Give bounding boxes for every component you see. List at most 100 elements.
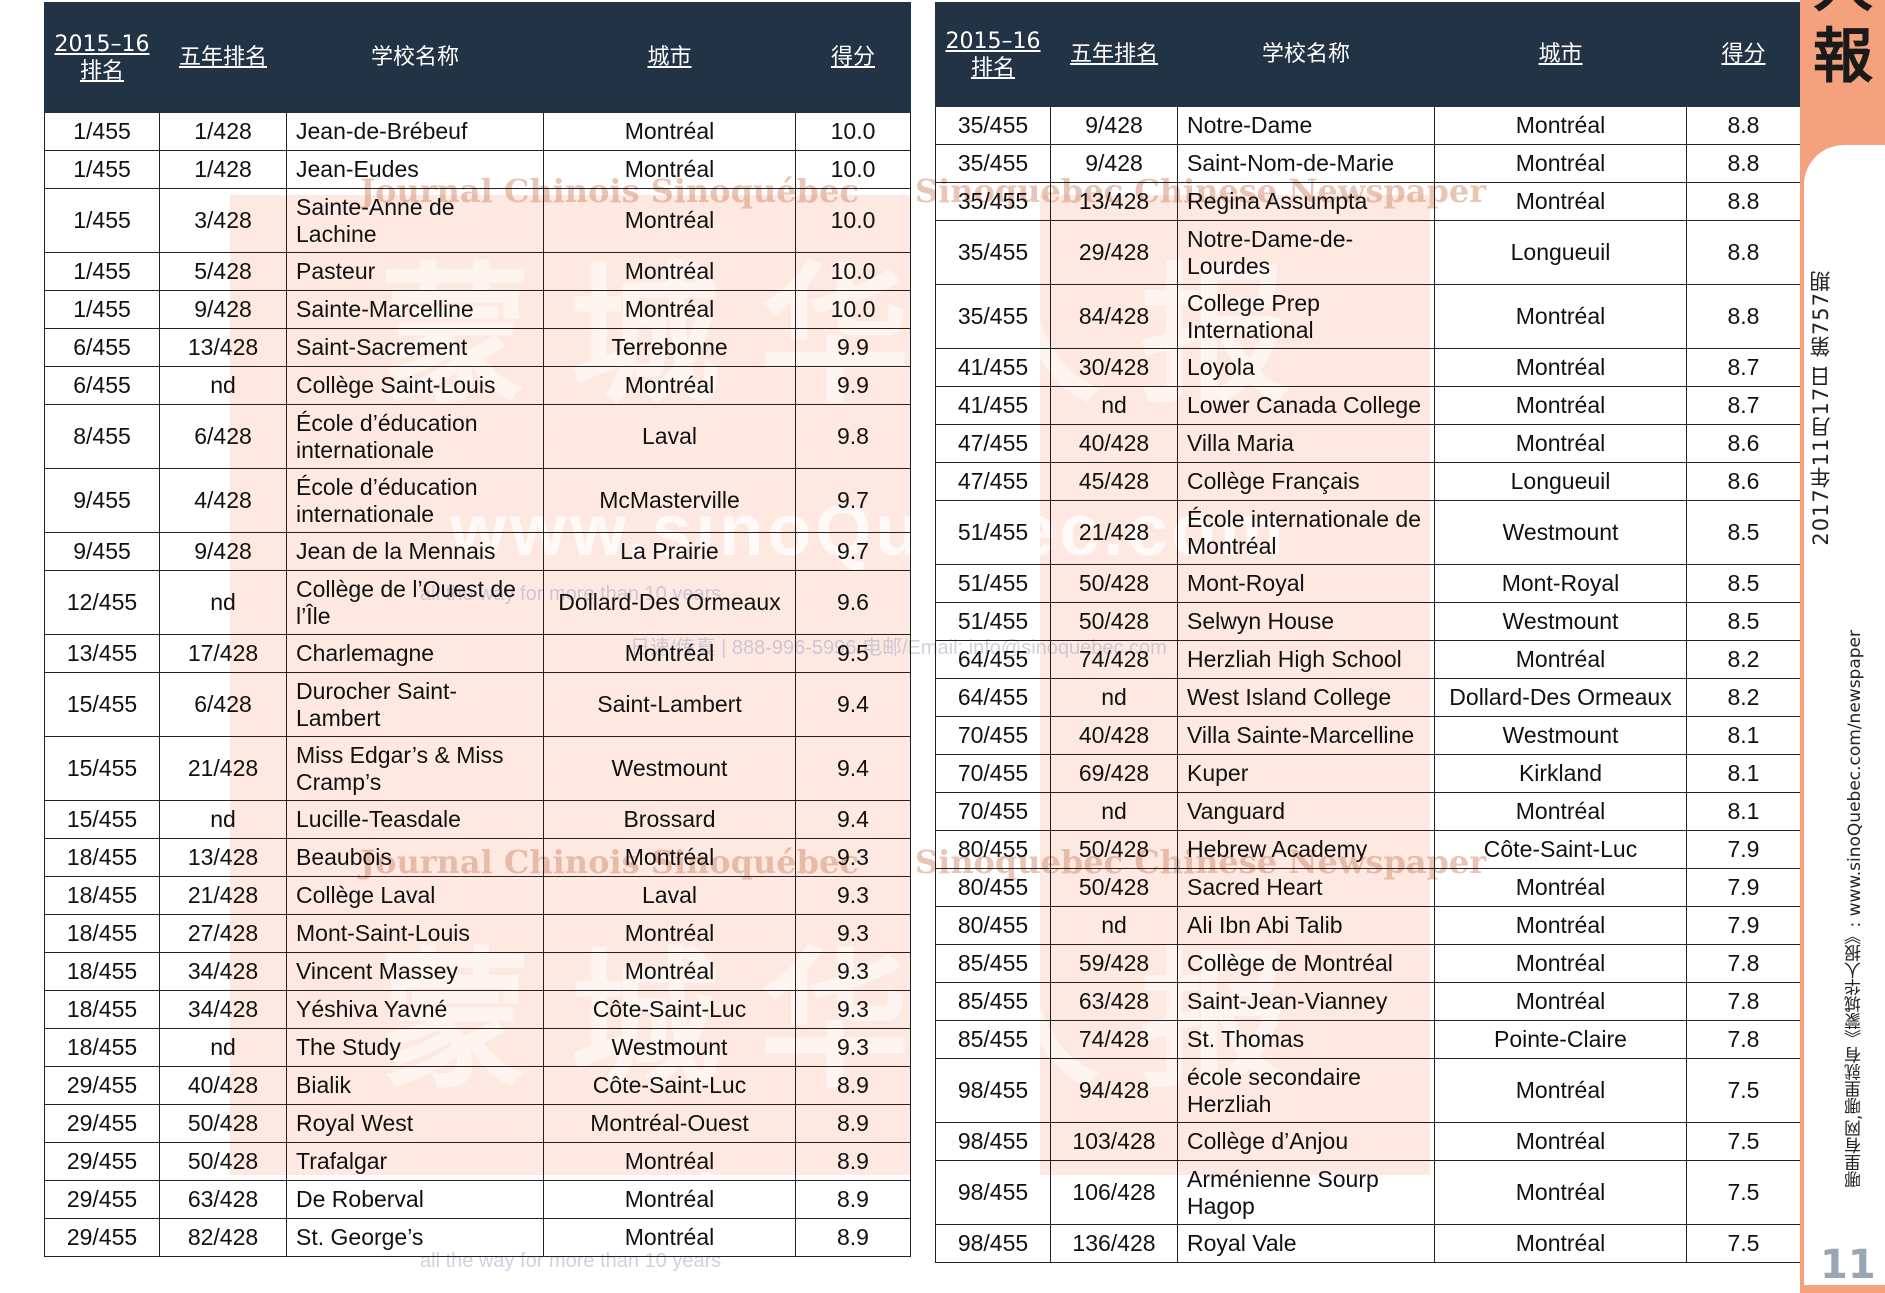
header-score[interactable]: 得分	[795, 2, 911, 113]
table-row: 15/455 nd Lucille-Teasdale Brossard 9.4	[44, 800, 911, 839]
score-cell: 7.8	[1686, 944, 1801, 983]
score-cell: 8.9	[795, 1180, 911, 1219]
rank-2015-cell: 35/455	[935, 106, 1051, 145]
school-name-cell: Sainte-Marcelline	[286, 290, 544, 329]
rank-5yr-cell: nd	[1050, 792, 1178, 831]
score-cell: 10.0	[795, 150, 911, 189]
rank-2015-cell: 70/455	[935, 754, 1051, 793]
school-name-cell: Herzliah High School	[1177, 640, 1435, 679]
city-cell: Saint-Lambert	[543, 672, 796, 737]
city-cell: Terrebonne	[543, 328, 796, 367]
rank-2015-cell: 8/455	[44, 404, 160, 469]
score-cell: 9.9	[795, 366, 911, 405]
school-name-cell: Beaubois	[286, 838, 544, 877]
rank-5yr-cell: 84/428	[1050, 284, 1178, 349]
rank-5yr-cell: 59/428	[1050, 944, 1178, 983]
header-score[interactable]: 得分	[1686, 2, 1801, 107]
school-name-cell: Mont-Royal	[1177, 564, 1435, 603]
score-cell: 10.0	[795, 290, 911, 329]
rank-2015-cell: 15/455	[44, 736, 160, 801]
rank-5yr-cell: 50/428	[1050, 602, 1178, 641]
table-row: 51/455 50/428 Selwyn House Westmount 8.5	[935, 602, 1801, 641]
score-cell: 9.8	[795, 404, 911, 469]
school-name-cell: Miss Edgar’s & Miss Cramp’s	[286, 736, 544, 801]
rank-5yr-cell: 106/428	[1050, 1160, 1178, 1225]
score-cell: 9.6	[795, 570, 911, 635]
school-name-cell: De Roberval	[286, 1180, 544, 1219]
table-row: 29/455 50/428 Trafalgar Montréal 8.9	[44, 1142, 911, 1181]
score-cell: 8.8	[1686, 106, 1801, 145]
header-city[interactable]: 城市	[543, 2, 796, 113]
header-city[interactable]: 城市	[1434, 2, 1687, 107]
score-cell: 9.3	[795, 952, 911, 991]
score-cell: 9.3	[795, 1028, 911, 1067]
table-row: 29/455 82/428 St. George’s Montréal 8.9	[44, 1218, 911, 1257]
rank-5yr-cell: 30/428	[1050, 348, 1178, 387]
score-cell: 7.9	[1686, 830, 1801, 869]
table-row: 35/455 13/428 Regina Assumpta Montréal 8.8	[935, 182, 1801, 221]
score-cell: 8.9	[795, 1142, 911, 1181]
table-row: 41/455 30/428 Loyola Montréal 8.7	[935, 348, 1801, 387]
city-cell: McMasterville	[543, 468, 796, 533]
school-name-cell: Durocher Saint-Lambert	[286, 672, 544, 737]
city-cell: Montréal	[1434, 944, 1687, 983]
city-cell: Montréal	[1434, 868, 1687, 907]
header-rank-2015[interactable]: 2015–16排名	[44, 2, 160, 113]
school-name-cell: Trafalgar	[286, 1142, 544, 1181]
rank-5yr-cell: 69/428	[1050, 754, 1178, 793]
rank-2015-cell: 29/455	[44, 1142, 160, 1181]
score-cell: 8.1	[1686, 716, 1801, 755]
city-cell: Montréal	[543, 634, 796, 673]
masthead-char-top: 人	[1808, 0, 1878, 16]
rank-2015-cell: 18/455	[44, 1028, 160, 1067]
score-cell: 10.0	[795, 112, 911, 151]
school-name-cell: Regina Assumpta	[1177, 182, 1435, 221]
city-cell: Montréal	[1434, 1160, 1687, 1225]
city-cell: Montréal	[1434, 144, 1687, 183]
score-cell: 9.3	[795, 914, 911, 953]
school-name-cell: Kuper	[1177, 754, 1435, 793]
footer-note: 哪里有网,哪里就有《蒙城华人报》: www.sinoQuebec.com/new…	[1845, 630, 1865, 1188]
score-cell: 8.2	[1686, 678, 1801, 717]
score-cell: 9.4	[795, 736, 911, 801]
table-row: 80/455 50/428 Hebrew Academy Côte-Saint-Luc…	[935, 830, 1801, 869]
score-cell: 8.6	[1686, 424, 1801, 463]
rank-2015-cell: 18/455	[44, 914, 160, 953]
school-name-cell: Collège de Montréal	[1177, 944, 1435, 983]
rank-2015-cell: 29/455	[44, 1104, 160, 1143]
score-cell: 8.9	[795, 1104, 911, 1143]
rank-5yr-cell: 6/428	[159, 672, 287, 737]
city-cell: Montréal	[543, 952, 796, 991]
rank-2015-cell: 15/455	[44, 672, 160, 737]
newspaper-sidebar: 人 報	[1800, 0, 1885, 1293]
rank-2015-cell: 6/455	[44, 328, 160, 367]
rank-2015-cell: 9/455	[44, 468, 160, 533]
city-cell: Longueuil	[1434, 462, 1687, 501]
city-cell: Westmount	[1434, 500, 1687, 565]
table-row: 18/455 27/428 Mont-Saint-Louis Montréal 9.3	[44, 914, 911, 953]
school-name-cell: Villa Sainte-Marcelline	[1177, 716, 1435, 755]
table-row: 9/455 9/428 Jean de la Mennais La Prairie 9.…	[44, 532, 911, 571]
rank-2015-cell: 70/455	[935, 716, 1051, 755]
header-rank-5yr[interactable]: 五年排名	[159, 2, 287, 113]
score-cell: 10.0	[795, 188, 911, 253]
score-cell: 9.3	[795, 838, 911, 877]
school-name-cell: Lucille-Teasdale	[286, 800, 544, 839]
city-cell: Mont-Royal	[1434, 564, 1687, 603]
header-rank-5yr[interactable]: 五年排名	[1050, 2, 1178, 107]
rank-5yr-cell: nd	[159, 570, 287, 635]
table-row: 29/455 40/428 Bialik Côte-Saint-Luc 8.9	[44, 1066, 911, 1105]
rank-5yr-cell: 3/428	[159, 188, 287, 253]
score-cell: 7.8	[1686, 982, 1801, 1021]
school-name-cell: Collège de l’Ouest de l’Île	[286, 570, 544, 635]
city-cell: Montréal	[543, 290, 796, 329]
score-cell: 8.7	[1686, 348, 1801, 387]
school-name-cell: Saint-Nom-de-Marie	[1177, 144, 1435, 183]
score-cell: 9.3	[795, 876, 911, 915]
rank-5yr-cell: 50/428	[159, 1142, 287, 1181]
header-rank-2015[interactable]: 2015–16排名	[935, 2, 1051, 107]
table-row: 85/455 59/428 Collège de Montréal Montréal 7…	[935, 944, 1801, 983]
table-row: 1/455 1/428 Jean-de-Brébeuf Montréal 10.0	[44, 112, 911, 151]
table-row: 35/455 29/428 Notre-Dame-de-Lourdes Longueu…	[935, 220, 1801, 285]
rank-5yr-cell: 40/428	[1050, 716, 1178, 755]
